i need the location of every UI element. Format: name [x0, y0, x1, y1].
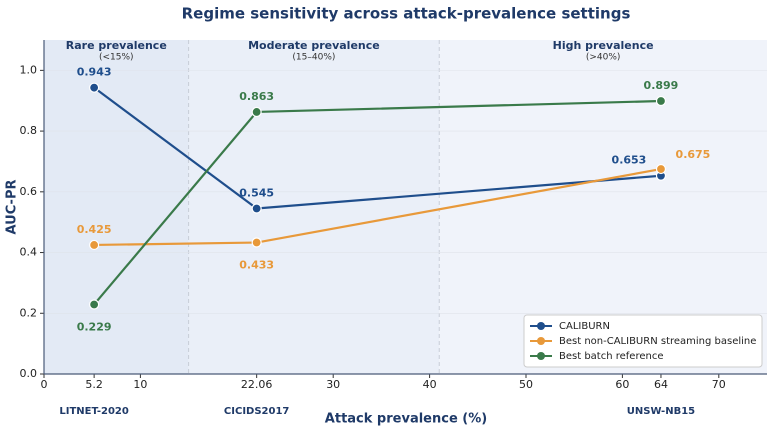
marker	[251, 203, 262, 214]
data-label: 0.545	[239, 187, 274, 200]
x-tick-label: 0	[41, 378, 48, 391]
marker	[655, 163, 667, 175]
x-tick-label: 10	[133, 378, 147, 391]
legend-label: Best batch reference	[559, 351, 663, 362]
region-label: Moderate prevalence	[248, 39, 380, 52]
region-range: (15–40%)	[292, 53, 335, 63]
x-tick-label: 50	[519, 378, 533, 391]
y-axis-label: AUC-PR	[5, 180, 20, 235]
data-label: 0.425	[77, 223, 112, 236]
legend-marker	[537, 337, 545, 345]
marker	[89, 239, 100, 251]
x-axis-label: Attack prevalence (%)	[325, 412, 487, 427]
x-tick-label: 30	[326, 378, 340, 391]
marker	[251, 237, 262, 248]
x-tick-label: 70	[712, 378, 726, 391]
x-tick-label: 64	[654, 378, 668, 391]
region	[44, 40, 189, 374]
data-label: 0.229	[77, 320, 112, 333]
region-range: (<15%)	[99, 53, 134, 63]
y-tick-label: 0.6	[20, 185, 38, 198]
legend-label: CALIBURN	[559, 321, 610, 332]
data-label: 0.863	[239, 90, 274, 103]
legend-label: Best non-CALIBURN streaming baseline	[559, 336, 756, 347]
dataset-label: UNSW-NB15	[627, 406, 695, 417]
x-tick-label: 40	[423, 378, 437, 391]
dataset-label: LITNET-2020	[59, 406, 128, 417]
y-tick-label: 1.0	[20, 63, 38, 76]
x-tick-label: 22.06	[241, 378, 273, 391]
data-label: 0.433	[239, 259, 274, 272]
region	[188, 40, 440, 374]
x-tick-label: 60	[615, 378, 629, 391]
dataset-label: CICIDS2017	[224, 406, 289, 417]
marker	[251, 106, 262, 118]
data-label: 0.899	[644, 79, 679, 92]
legend-box	[523, 314, 763, 368]
data-label: 0.653	[612, 154, 647, 167]
region-label: Rare prevalence	[66, 39, 167, 52]
y-tick-label: 0.4	[20, 246, 38, 259]
legend-marker	[537, 352, 545, 360]
marker	[89, 82, 100, 93]
y-tick-label: 0.8	[20, 124, 38, 137]
data-label: 0.943	[77, 66, 112, 79]
data-label: 0.675	[676, 148, 711, 161]
x-tick-label: 5.2	[85, 378, 103, 391]
y-tick-label: 0.0	[20, 367, 38, 380]
legend-marker	[537, 322, 545, 330]
marker	[655, 95, 667, 107]
region-label: High prevalence	[553, 39, 654, 52]
marker	[89, 299, 100, 310]
chart-title: Regime sensitivity across attack-prevale…	[182, 5, 631, 23]
region-range: (>40%)	[586, 53, 621, 63]
y-tick-label: 0.2	[20, 306, 38, 319]
